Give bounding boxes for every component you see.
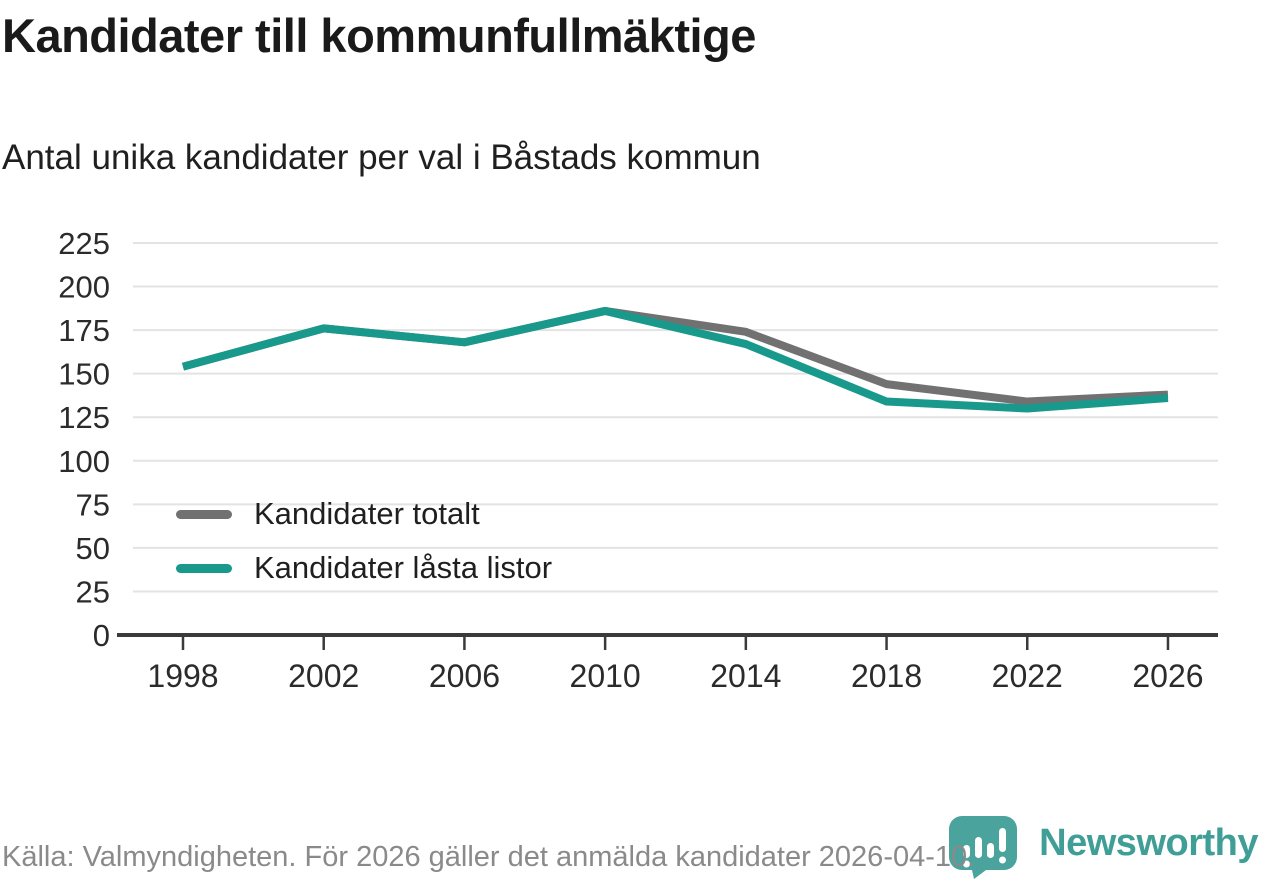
x-axis-label: 2006 xyxy=(429,658,500,694)
x-axis-label: 2022 xyxy=(992,658,1063,694)
y-axis-label: 225 xyxy=(58,226,110,261)
y-axis-label: 50 xyxy=(76,531,110,566)
x-axis-label: 1998 xyxy=(147,658,218,694)
y-axis-label: 75 xyxy=(76,487,110,522)
chart-subtitle: Antal unika kandidater per val i Båstads… xyxy=(2,138,761,177)
x-axis-label: 2002 xyxy=(288,658,359,694)
legend-label-locked: Kandidater låsta listor xyxy=(254,550,553,585)
x-axis-label: 2026 xyxy=(1132,658,1203,694)
line-chart: 0 25 50 75 100 125 150 175 200 225 1998 2002 2006 201… xyxy=(58,226,1218,694)
newsworthy-icon xyxy=(949,816,1017,879)
y-axis-label: 200 xyxy=(58,270,110,305)
legend-label-total: Kandidater totalt xyxy=(254,496,480,531)
legend-swatch-locked xyxy=(176,563,232,573)
x-axis-label: 2014 xyxy=(710,658,781,694)
y-axis-label: 100 xyxy=(58,444,110,479)
source-note: Källa: Valmyndigheten. För 2026 gäller d… xyxy=(2,841,976,873)
y-axis-label: 150 xyxy=(58,357,110,392)
y-axis-label: 25 xyxy=(76,574,110,609)
newsworthy-wordmark: Newsworthy xyxy=(1039,822,1258,864)
y-axis-label: 125 xyxy=(58,400,110,435)
legend-item-locked: Kandidater låsta listor xyxy=(176,550,552,586)
chart-legend: Kandidater totalt Kandidater låsta listo… xyxy=(176,496,552,586)
legend-item-total: Kandidater totalt xyxy=(176,496,552,532)
y-axis-label: 175 xyxy=(58,313,110,348)
x-axis-label: 2018 xyxy=(851,658,922,694)
legend-swatch-total xyxy=(176,509,232,519)
x-axis-label: 2010 xyxy=(570,658,641,694)
chart-title: Kandidater till kommunfullmäktige xyxy=(2,9,756,62)
series-line-locked xyxy=(181,306,1169,413)
y-axis-label: 0 xyxy=(93,618,110,653)
